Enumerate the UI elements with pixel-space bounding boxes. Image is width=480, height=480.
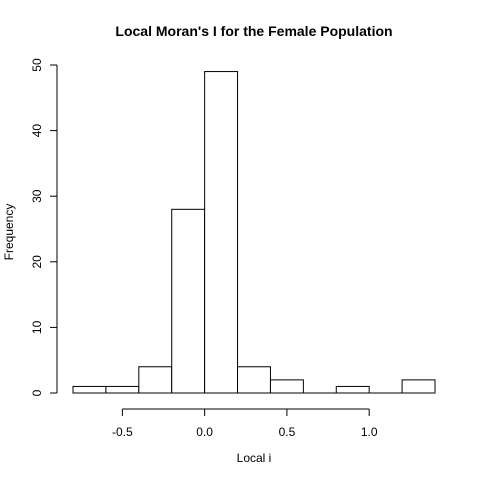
bars-group	[72, 71, 436, 394]
histogram-bar	[171, 208, 206, 394]
y-tick-label: 50	[30, 58, 44, 72]
histogram-bar	[204, 71, 239, 394]
chart-title: Local Moran's I for the Female Populatio…	[115, 23, 392, 39]
histogram-bar	[401, 379, 436, 394]
x-axis-label: Local i	[237, 451, 272, 465]
x-tick-label: 0.5	[279, 425, 296, 439]
x-tick-label: 1.0	[361, 425, 378, 439]
y-tick-label: 20	[30, 255, 44, 269]
y-axis-label: Frequency	[2, 204, 16, 261]
y-tick-label: 0	[30, 389, 44, 396]
y-axis: 0 10 20 30 40 50	[30, 58, 58, 396]
y-tick-label: 40	[30, 124, 44, 138]
y-tick-label: 30	[30, 189, 44, 203]
histogram-bar	[72, 385, 107, 394]
x-tick-label: 0.0	[196, 425, 213, 439]
histogram-bar	[269, 379, 304, 394]
x-axis: -0.5 0.0 0.5 1.0	[112, 408, 378, 439]
histogram-bar	[138, 366, 173, 394]
histogram-bar	[105, 385, 140, 394]
histogram-bar	[237, 366, 271, 394]
x-tick-label: -0.5	[112, 425, 133, 439]
histogram-bar	[335, 385, 370, 394]
y-tick-label: 10	[30, 320, 44, 334]
